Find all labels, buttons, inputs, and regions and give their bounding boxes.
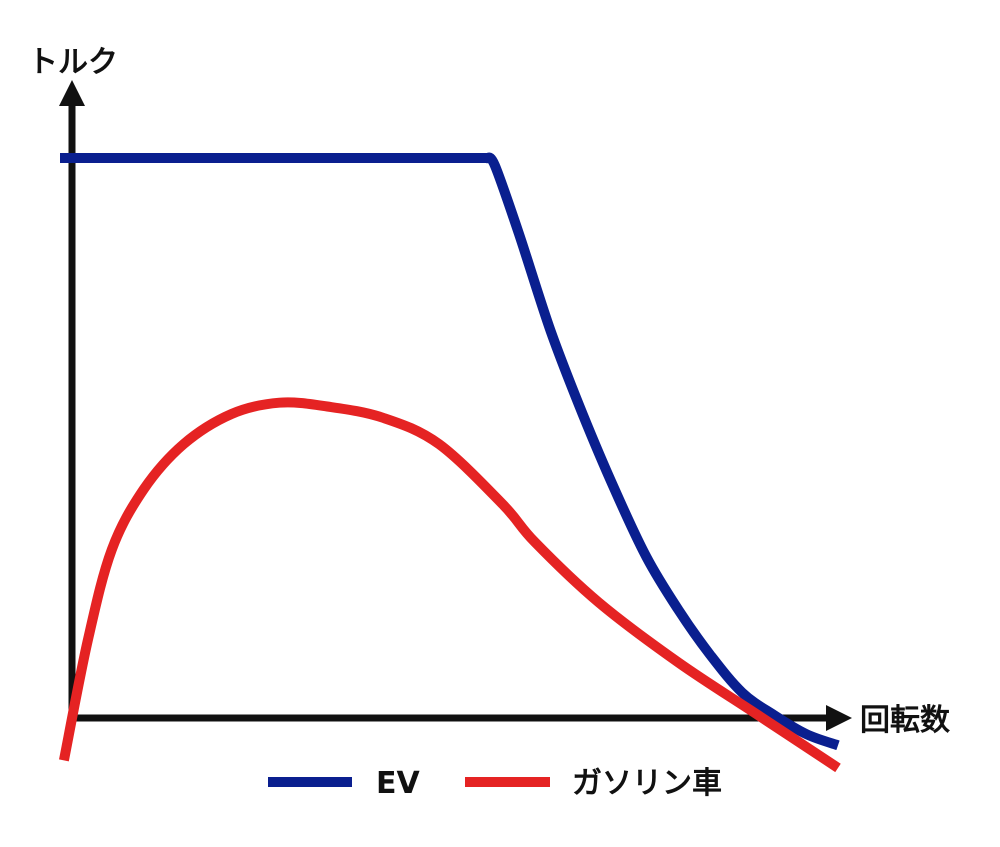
series-layer [58,152,841,773]
series-line-gasoline [58,397,841,773]
x-axis-label: 回転数 [860,703,951,738]
x-axis-arrow-icon [826,705,852,731]
y-axis-arrow-icon [59,80,85,106]
legend-label-gasoline: ガソリン車 [572,766,722,801]
legend-label-ev: EV [376,766,420,801]
y-axis-label: トルク [28,45,118,80]
legend: EV ガソリン車 [268,766,722,801]
series-line-ev [60,152,840,751]
